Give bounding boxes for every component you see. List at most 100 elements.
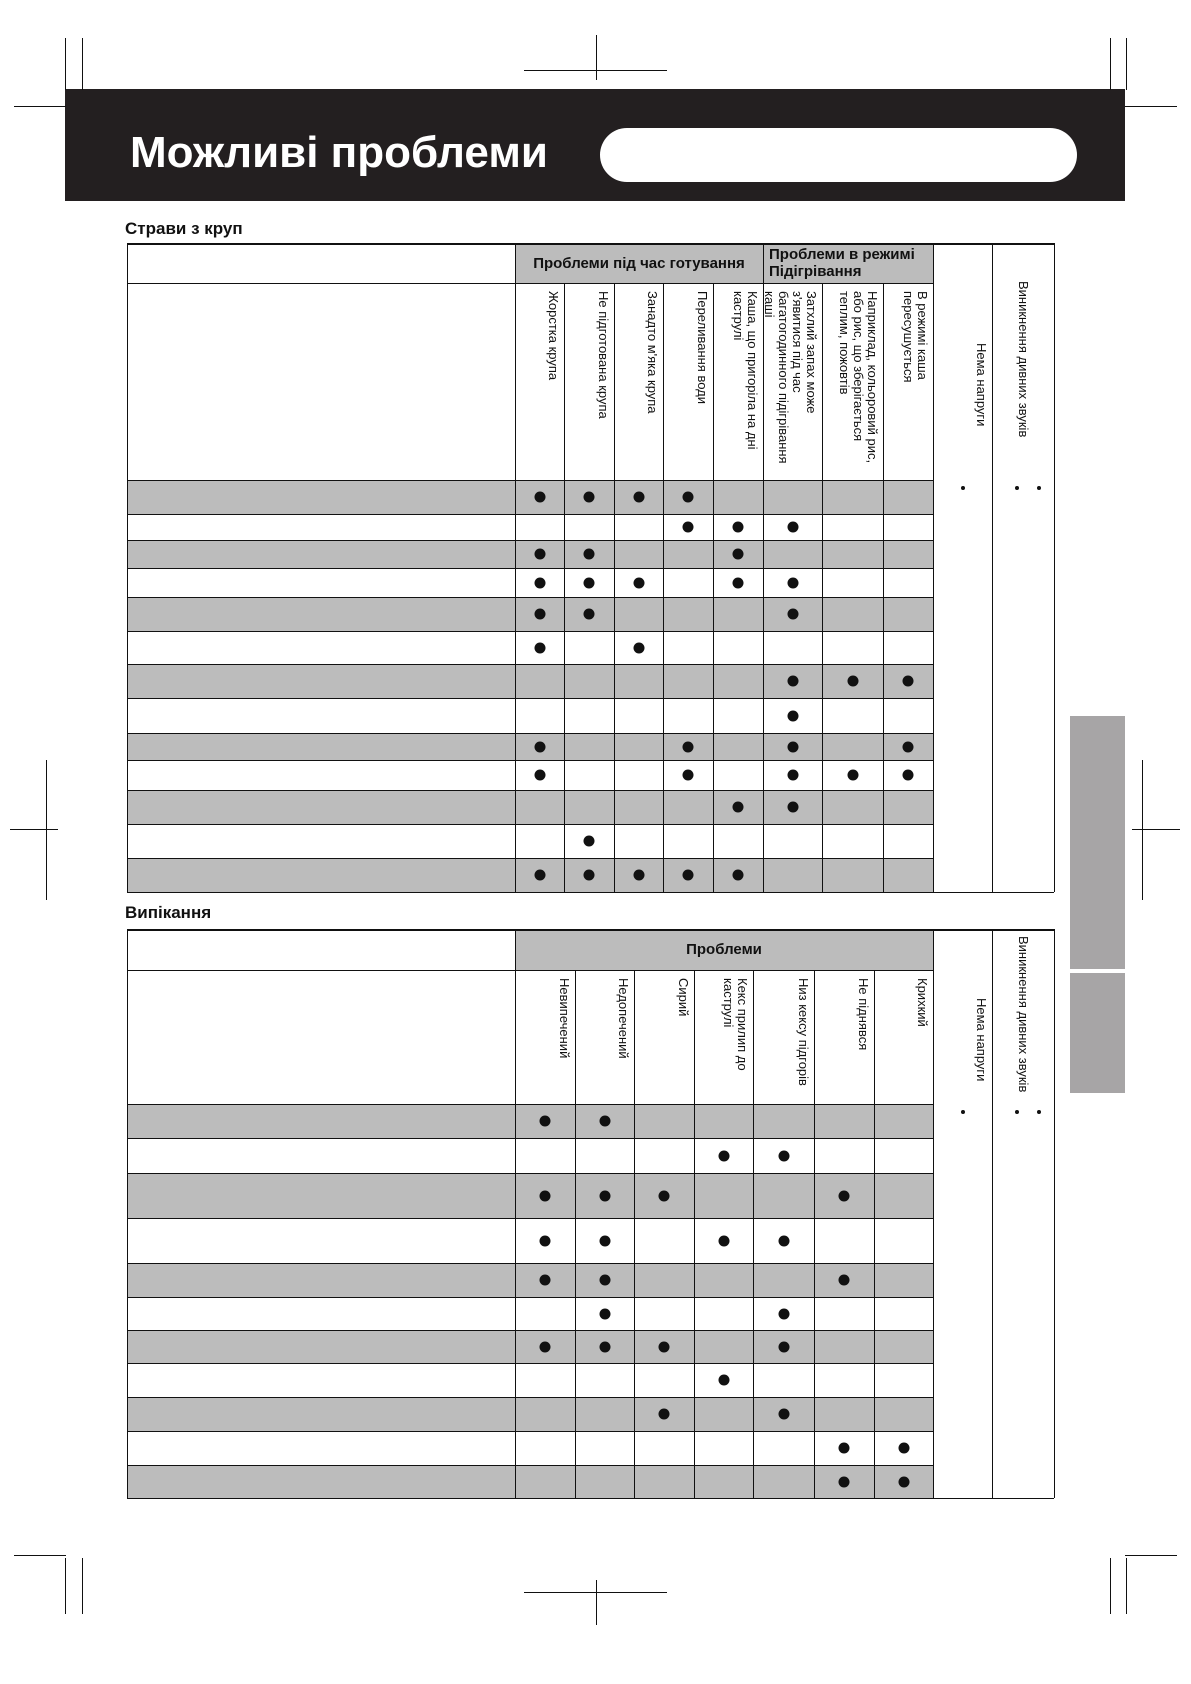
crop-mark: [65, 1558, 66, 1614]
crop-mark: [1110, 38, 1111, 90]
column-divider: [515, 929, 516, 1498]
crop-mark: [14, 106, 66, 107]
row-divider: [127, 540, 933, 541]
table-row-shade: [127, 1173, 933, 1218]
bullet-mark: [778, 1408, 789, 1420]
crop-mark: [65, 38, 66, 90]
bullet-mark: [682, 521, 694, 533]
bullet-mark: [682, 741, 694, 752]
column-header: Затхлий запах може з'явитися під час баг…: [762, 291, 819, 464]
section-title: Страви з круп: [125, 219, 243, 238]
column-divider: [1054, 243, 1055, 892]
table-row-shade: [127, 858, 933, 892]
bullet-mark: [902, 741, 914, 752]
crop-mark: [1142, 760, 1143, 900]
bullet-mark: [787, 801, 798, 813]
extra-column-header: Нема напруги: [974, 998, 989, 1082]
row-divider: [127, 1465, 933, 1466]
table-row-shade: [127, 790, 933, 824]
column-header: Каша, що пригоріла на дні каструлі: [731, 291, 760, 450]
row-divider: [127, 597, 933, 598]
crop-mark: [10, 829, 58, 830]
column-header: Низ кексу підгорів: [796, 978, 811, 1086]
bullet-mark: [718, 1374, 729, 1386]
column-divider: [874, 970, 875, 1498]
bullet-mark: [732, 801, 744, 813]
bullet-mark: [718, 1150, 729, 1161]
table-row-shade: [127, 1104, 933, 1138]
side-tab: [1070, 716, 1125, 969]
column-divider: [127, 929, 128, 1498]
bullet-mark: [732, 577, 744, 588]
bullet-mark: [778, 1341, 789, 1352]
bullet-mark: [718, 1235, 729, 1246]
row-divider: [127, 1263, 933, 1264]
column-divider: [713, 283, 714, 892]
bullet-mark: [838, 1274, 850, 1286]
row-divider: [127, 1173, 933, 1174]
crop-mark: [1110, 1558, 1111, 1614]
column-header: Сирий: [676, 978, 691, 1017]
page-title: Можливі проблеми: [130, 128, 548, 177]
crop-mark: [1126, 1558, 1127, 1614]
bullet-mark: [658, 1408, 670, 1420]
bullet-mark: [682, 769, 694, 781]
column-header: Кекс прилип до каструлі: [721, 978, 750, 1071]
bullet-mark: [599, 1341, 610, 1352]
column-header: Недопечений: [616, 978, 631, 1059]
group-label: Проблеми: [686, 941, 762, 958]
group-label: Проблеми під час готування: [533, 254, 745, 272]
column-divider: [933, 929, 934, 1498]
column-header: Не підготована крупа: [596, 291, 611, 419]
bullet-mark: [682, 491, 694, 503]
column-divider: [694, 970, 695, 1498]
column-header: Крихкий: [915, 978, 930, 1027]
bullet-mark: [534, 642, 545, 653]
bullet-mark: [838, 1442, 850, 1454]
row-divider: [127, 858, 933, 859]
crop-mark: [82, 1558, 83, 1614]
header-bottom: [127, 1104, 933, 1105]
bullet-mark: [838, 1476, 850, 1487]
bullet-mark: [898, 1476, 909, 1487]
column-divider: [515, 243, 516, 892]
extra-column-header: Виникнення дивних звуків: [1016, 936, 1031, 1093]
bullet-mark: [599, 1274, 610, 1286]
bullet-mark: [583, 869, 595, 881]
side-tab-lower: [1070, 973, 1125, 1093]
column-divider: [127, 243, 128, 892]
table-row-shade: [127, 733, 933, 760]
table-row-shade: [127, 597, 933, 631]
crop-mark: [1125, 1555, 1177, 1556]
crop-mark: [46, 760, 47, 900]
header-bottom: [127, 480, 933, 481]
bullet-mark: [902, 675, 914, 687]
bullet-mark: [682, 869, 694, 881]
table-top-border: [127, 243, 1054, 245]
column-header: Наприклад, кольоровий рис, або рис, що з…: [837, 291, 880, 464]
row-divider: [127, 514, 933, 515]
bullet-mark: [787, 577, 798, 588]
bullet-mark: [847, 675, 858, 687]
bullet-small: [960, 486, 965, 490]
bullet-mark: [583, 577, 595, 588]
row-divider: [127, 1431, 933, 1432]
row-divider: [127, 1363, 933, 1364]
row-divider: [127, 790, 933, 791]
bullet-small: [1037, 1110, 1041, 1114]
table-row-shade: [127, 540, 933, 568]
bullet-mark: [778, 1308, 789, 1319]
bullet-small: [1015, 486, 1019, 490]
bullet-mark: [778, 1235, 789, 1246]
bullet-mark: [599, 1308, 610, 1319]
row-divider: [127, 1297, 933, 1298]
section-title: Випікання: [125, 903, 212, 922]
crop-mark: [524, 70, 667, 71]
bullet-mark: [838, 1190, 850, 1201]
bullet-mark: [633, 577, 644, 588]
row-divider: [127, 1218, 933, 1219]
group-label: Проблеми в режимі Підігрівання: [769, 246, 915, 280]
extra-column-header: Виникнення дивних звуків: [1016, 281, 1031, 438]
header-divider: [127, 283, 515, 284]
row-divider: [127, 1330, 933, 1331]
